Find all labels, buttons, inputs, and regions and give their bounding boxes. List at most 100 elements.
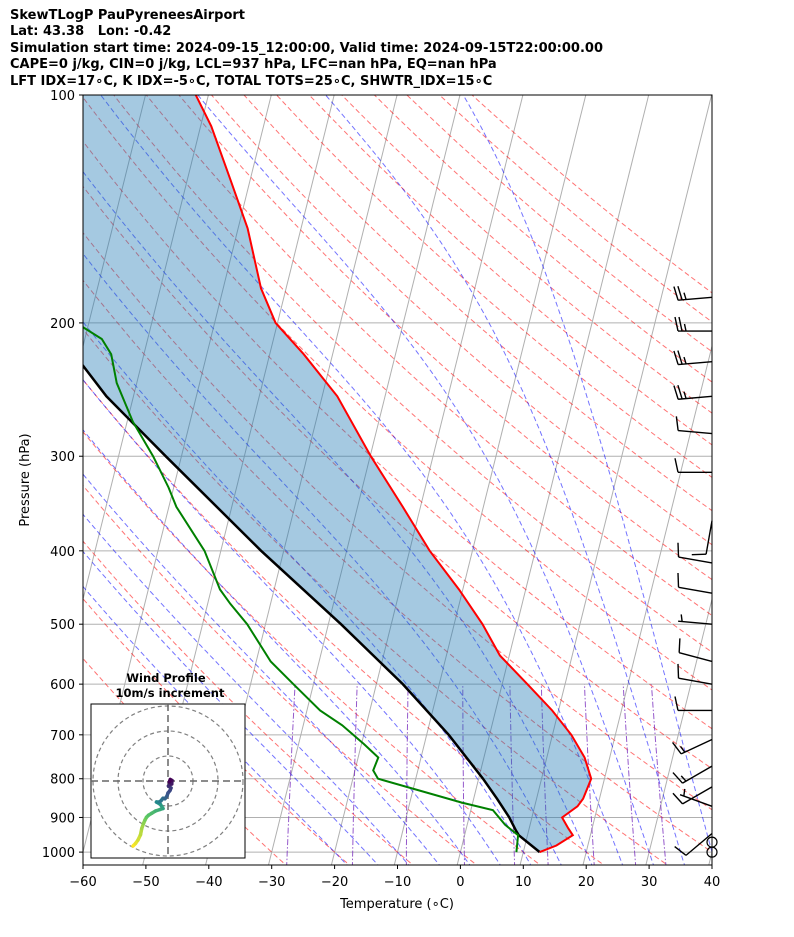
- x-tick-label: −30: [258, 875, 285, 890]
- station-latlon: Lat: 43.38 Lon: -0.42: [10, 24, 172, 40]
- x-axis-label: Temperature (∘C): [339, 897, 454, 912]
- mixing-ratio-line: [405, 684, 409, 865]
- stability-indices-1: CAPE=0 j/kg, CIN=0 j/kg, LCL=937 hPa, LF…: [10, 57, 497, 73]
- moist-adiabat-line: [197, 95, 655, 865]
- y-tick-label: 900: [50, 811, 75, 826]
- isotherm-line: [83, 95, 146, 349]
- isotherm-line: [0, 95, 20, 868]
- y-axis-ticks: 1000 900 800 700 600 500 400 300 200 100: [42, 89, 83, 861]
- temperature-profile-line: [194, 95, 593, 854]
- cape-shaded-area: [83, 95, 592, 853]
- x-tick-label: −50: [132, 875, 159, 890]
- dry-adiabat-line: [211, 95, 712, 546]
- isotherm-line: [330, 95, 524, 865]
- dry-adiabat-line: [308, 95, 712, 446]
- y-tick-label: 800: [50, 773, 75, 788]
- wind-barb: [677, 542, 713, 564]
- y-tick-label: 400: [50, 545, 75, 560]
- wind-barb: [691, 520, 713, 556]
- y-tick-label: 300: [50, 450, 75, 465]
- dry-adiabat-line: [83, 540, 414, 865]
- dry-adiabat-line: [83, 185, 712, 770]
- wind-barb: [678, 614, 713, 625]
- mixing-ratio-line: [622, 684, 637, 865]
- hodograph-segment: [167, 777, 172, 784]
- isotherm-line: [456, 95, 650, 865]
- dry-adiabat-line: [341, 95, 712, 414]
- moist-adiabat-line: [83, 378, 501, 865]
- chart-title: SkewTLogP PauPyreneesAirport: [10, 8, 246, 23]
- wind-barb: [674, 458, 712, 473]
- parcel-profile-line: [83, 363, 541, 854]
- dry-adiabat-lines: [83, 95, 712, 865]
- hodograph-inset: Wind Profile 10m/s increment: [90, 671, 246, 859]
- wind-barb: [675, 416, 713, 435]
- mixing-ratio-line: [540, 684, 549, 865]
- x-tick-label: 0: [456, 875, 464, 890]
- wind-barb: [674, 832, 713, 856]
- y-tick-label: 500: [50, 618, 75, 633]
- dry-adiabat-line: [178, 95, 712, 581]
- moist-adiabat-line: [83, 252, 562, 865]
- wind-barb: [673, 286, 713, 301]
- x-tick-label: 40: [704, 875, 721, 890]
- wind-barbs: [671, 286, 718, 858]
- mixing-ratio-line: [584, 684, 595, 865]
- wind-barb: [674, 316, 712, 332]
- moist-adiabat-line: [83, 321, 532, 865]
- mixing-ratio-lines: [286, 684, 667, 865]
- wind-barb: [672, 765, 713, 784]
- x-tick-label: −10: [384, 875, 411, 890]
- dry-adiabat-line: [83, 598, 351, 865]
- x-tick-label: 10: [515, 875, 532, 890]
- y-tick-label: 100: [50, 89, 75, 104]
- moist-adiabat-lines: [83, 95, 712, 865]
- y-tick-label: 200: [50, 317, 75, 332]
- isotherm-line: [708, 850, 712, 865]
- hodograph-title: Wind Profile: [126, 671, 206, 685]
- dry-adiabat-line: [83, 328, 669, 865]
- x-tick-label: 30: [641, 875, 658, 890]
- wind-barb: [677, 663, 713, 685]
- moist-adiabat-line: [83, 585, 348, 865]
- mixing-ratio-line: [351, 684, 358, 865]
- moist-adiabat-line: [100, 95, 624, 865]
- wind-barb: [671, 738, 713, 755]
- y-tick-label: 700: [50, 729, 75, 744]
- hodograph-subtitle: 10m/s increment: [116, 686, 225, 700]
- x-tick-label: −60: [69, 875, 96, 890]
- moist-adiabat-line: [83, 170, 593, 865]
- isotherm-line: [83, 95, 209, 602]
- y-tick-label: 1000: [42, 846, 75, 861]
- dry-adiabat-line: [374, 95, 712, 383]
- dry-adiabat-line: [83, 279, 712, 853]
- wind-barb: [706, 836, 718, 848]
- y-axis-label: Pressure (hPa): [18, 433, 33, 526]
- dry-adiabat-line: [83, 431, 542, 865]
- moist-adiabat-line: [83, 429, 471, 865]
- moist-adiabat-line: [83, 550, 379, 865]
- dry-adiabat-line: [243, 95, 712, 512]
- dry-adiabat-line: [83, 231, 712, 811]
- dewpoint-profile-line: [83, 325, 520, 853]
- mixing-ratio-line: [462, 684, 465, 865]
- wind-barb: [674, 696, 712, 712]
- dry-adiabat-line: [83, 140, 712, 730]
- chart-header: SkewTLogP PauPyreneesAirport Lat: 43.38 …: [10, 8, 790, 90]
- mixing-ratio-line: [651, 684, 667, 865]
- x-tick-label: −20: [321, 875, 348, 890]
- stability-indices-2: LFT IDX=17∘C, K IDX=-5∘C, TOTAL TOTS=25∘…: [10, 73, 493, 89]
- moist-adiabat-line: [325, 95, 685, 865]
- y-tick-label: 600: [50, 678, 75, 693]
- isotherm-line: [582, 344, 712, 865]
- x-tick-label: −40: [195, 875, 222, 890]
- mixing-ratio-line: [509, 684, 516, 865]
- moist-adiabat-line: [83, 513, 410, 865]
- moist-adiabat-line: [83, 473, 441, 865]
- isotherm-line: [83, 95, 84, 96]
- mixing-ratio-line: [286, 684, 296, 865]
- hodograph-trace: [131, 777, 174, 848]
- simulation-times: Simulation start time: 2024-09-15_12:00:…: [10, 40, 603, 56]
- x-tick-label: 20: [578, 875, 595, 890]
